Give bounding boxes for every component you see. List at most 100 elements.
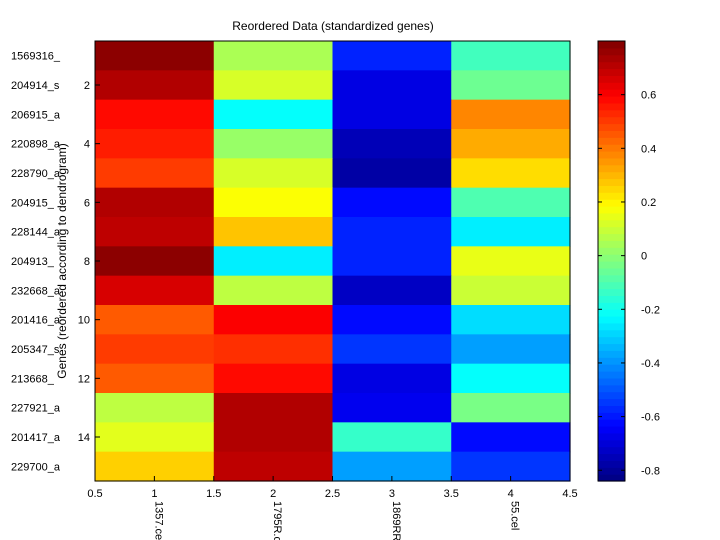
y-tick-label: 8 — [84, 256, 90, 268]
heatmap-cell — [95, 70, 215, 101]
row-label: 201417_a — [11, 432, 61, 444]
heatmap-cell — [95, 334, 215, 365]
colorbar-swatch — [598, 157, 625, 166]
colorbar-swatch — [598, 412, 625, 420]
heatmap-cell — [332, 393, 452, 423]
x-tick-label: 3.5 — [444, 488, 459, 500]
colorbar-swatch — [598, 371, 625, 379]
heatmap-cell — [213, 70, 334, 101]
colorbar-swatch — [598, 130, 625, 138]
heatmap-cell — [332, 99, 452, 130]
row-label: 229700_a — [11, 461, 61, 473]
y-tick-label: 6 — [84, 197, 90, 209]
heatmap-cell — [451, 129, 571, 159]
colorbar-swatch — [598, 357, 625, 365]
y-tick-label: 2 — [84, 80, 90, 92]
y-tick-label: 12 — [78, 373, 90, 385]
colorbar-swatch — [598, 274, 625, 283]
colorbar-swatch — [598, 68, 625, 76]
colorbar-swatch — [598, 350, 625, 358]
heatmap-cell — [213, 129, 334, 159]
colorbar-swatch — [598, 419, 625, 427]
colorbar-swatch — [598, 109, 625, 118]
colorbar-swatch — [598, 75, 625, 83]
row-label: 201416_a — [11, 315, 61, 327]
heatmap-cell — [95, 246, 215, 277]
colorbar-tick-label: 0 — [641, 251, 647, 263]
y-axis-label: Genes (reordered according to dendrogram… — [55, 143, 69, 378]
colorbar-swatch — [598, 137, 625, 145]
colorbar-swatch — [598, 82, 625, 90]
heatmap-cell — [213, 422, 334, 453]
column-label: 1357.cel — [152, 501, 164, 540]
row-label: 213668_ — [11, 373, 55, 385]
x-tick-label: 3 — [389, 488, 395, 500]
colorbar-swatch — [598, 467, 625, 475]
colorbar-swatch — [598, 432, 625, 441]
row-label: 228144_a — [11, 227, 61, 239]
colorbar-tick-label: -0.4 — [641, 358, 660, 370]
heatmap-cell — [213, 246, 334, 277]
colorbar-tick-label: 0.2 — [641, 197, 656, 209]
heatmap-cell — [451, 393, 571, 423]
colorbar-swatch — [598, 226, 625, 235]
colorbar-swatch — [598, 54, 625, 63]
colorbar-swatch — [598, 212, 625, 221]
heatmap-cell — [213, 158, 334, 189]
colorbar-swatch — [598, 398, 625, 406]
heatmap-cell — [213, 393, 334, 423]
colorbar: 0.6 0.4 0.2 0 -0.2 -0.4 -0.6 -0.8 — [597, 40, 660, 482]
heatmap-cell — [451, 334, 571, 365]
colorbar-swatch — [598, 261, 625, 269]
x-tick-label: 2 — [270, 488, 276, 500]
heatmap-cell — [332, 41, 452, 71]
colorbar-swatch — [598, 199, 625, 207]
heatmap-cell — [95, 217, 215, 247]
row-label: 228790_a — [11, 168, 61, 180]
row-label: 232668_a — [11, 285, 61, 297]
row-label: 1569316_ — [11, 51, 61, 63]
heatmap-cell — [332, 158, 452, 189]
colorbar-swatch — [598, 144, 625, 152]
heatmap-cell — [95, 363, 215, 394]
heatmap-cell — [451, 363, 571, 394]
heatmap-cell — [332, 217, 452, 247]
heatmap-cell — [451, 41, 571, 71]
column-label: 1795R.c — [271, 501, 283, 540]
colorbar-swatch — [598, 322, 625, 331]
column-label: 1869RR — [390, 501, 402, 540]
row-label: 206915_a — [11, 109, 61, 121]
colorbar-swatch — [598, 336, 625, 345]
colorbar-swatch — [598, 446, 625, 455]
colorbar-tick-label: -0.8 — [641, 465, 660, 477]
heatmap-cell — [213, 99, 334, 130]
heatmap-cell — [332, 275, 452, 306]
colorbar-swatch — [598, 89, 625, 97]
x-tick-label: 2.5 — [325, 488, 340, 500]
colorbar-swatch — [598, 233, 625, 241]
colorbar-swatch — [598, 316, 625, 324]
heatmap-cell — [95, 305, 215, 335]
heatmap-cell — [332, 422, 452, 453]
colorbar-swatch — [598, 377, 625, 386]
chart-title: Reordered Data (standardized genes) — [232, 19, 433, 33]
colorbar-swatch — [598, 151, 625, 159]
column-label: 55.cel — [509, 501, 521, 530]
colorbar-swatch — [598, 453, 625, 461]
heatmap-cell — [451, 217, 571, 247]
colorbar-swatch — [598, 116, 625, 125]
colorbar-swatch — [598, 309, 625, 317]
heatmap-cell — [332, 305, 452, 335]
x-tick-label: 1 — [151, 488, 157, 500]
heatmap-cell — [95, 393, 215, 423]
heatmap-cell — [451, 158, 571, 189]
colorbar-swatch — [598, 329, 625, 338]
heatmap-cell — [451, 422, 571, 453]
heatmap-cell — [332, 246, 452, 277]
heatmap-cell — [95, 99, 215, 130]
heatmap-cell — [451, 187, 571, 218]
heatmap-cell — [451, 275, 571, 306]
colorbar-swatch — [598, 267, 625, 276]
colorbar-swatch — [598, 288, 625, 296]
